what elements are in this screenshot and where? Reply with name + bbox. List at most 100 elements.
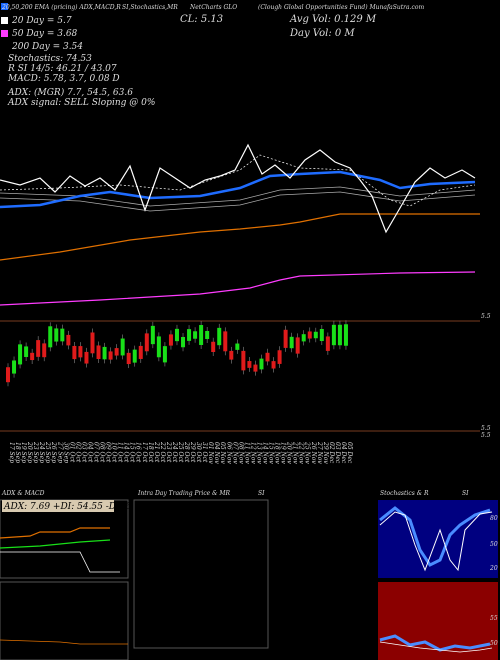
date-label: 01 Oct <box>68 442 75 463</box>
adx-values: ADX: 7.69 +DI: 54.55 -DI: 63.64 <box>3 502 151 512</box>
stoch-level: 80 <box>490 515 498 522</box>
indicator: R SI 14/5: 46.21 / 43.07 <box>7 64 117 74</box>
date-label: 04 Dec <box>340 442 347 464</box>
date-label: 19 Nov <box>280 442 287 464</box>
candle <box>144 333 149 352</box>
stoch-line <box>0 154 476 207</box>
legend-swatch <box>1 3 8 10</box>
legend-20: 20 Day = 5.7 <box>11 16 72 26</box>
candle <box>24 346 29 357</box>
date-label: 26 Sep <box>50 441 57 463</box>
candle <box>72 345 77 360</box>
candle <box>301 334 306 342</box>
ema-magenta <box>0 271 476 306</box>
indicator: ADX: (MGR) 7.7, 54.5, 63.6 <box>7 87 133 98</box>
candle <box>217 327 222 346</box>
panel <box>0 499 129 579</box>
date-label: 14 Nov <box>261 442 268 464</box>
date-label: 27 Sep <box>56 441 63 463</box>
date-label: 10 Oct <box>111 442 118 463</box>
candle <box>126 352 131 365</box>
date-label: 30 Sep <box>62 442 69 463</box>
date-label: 29 Nov <box>322 441 329 464</box>
candle <box>108 351 113 360</box>
candle <box>156 336 161 358</box>
date-label: 07 Nov <box>231 442 238 464</box>
candle <box>96 345 101 359</box>
date-label: 18 Sep <box>14 442 21 463</box>
candle <box>42 343 47 358</box>
candle <box>132 349 137 363</box>
candle <box>223 331 228 352</box>
panel <box>133 499 269 649</box>
adx-line <box>0 527 110 539</box>
date-label: 23 Sep <box>32 441 39 463</box>
stoch-k <box>379 511 493 572</box>
title-mid: SI,Stochastics,MR <box>122 4 178 11</box>
date-label: 21 Nov <box>292 441 299 464</box>
candle <box>271 361 276 369</box>
rsi-level: 50 <box>490 640 498 647</box>
candle <box>259 358 264 370</box>
candle <box>211 341 216 353</box>
candle <box>6 367 10 383</box>
candle <box>343 324 348 346</box>
macd-signal <box>0 639 128 645</box>
candle <box>102 346 107 360</box>
candle <box>265 352 270 362</box>
indicator: ADX signal: SELL Sloping @ 0% <box>7 98 155 108</box>
candle <box>66 334 71 346</box>
date-label: 24 Oct <box>171 441 178 463</box>
title-left: 20,50,200 EMA (pricing) ADX,MACD,R <box>1 4 121 11</box>
mr-line <box>379 641 493 653</box>
candle <box>331 324 336 346</box>
date-label: 25 Oct <box>177 441 184 463</box>
date-label: 08 Oct <box>99 442 106 463</box>
panel-title: SI <box>462 490 469 497</box>
date-label: 17 Oct <box>141 442 148 463</box>
date-label: 20 Sep <box>26 441 33 463</box>
panel <box>0 581 129 660</box>
candle <box>337 324 342 346</box>
date-label: 03 Oct <box>80 442 87 463</box>
candle <box>114 348 119 356</box>
date-label: 06 Nov <box>225 442 232 464</box>
date-label: 02 Oct <box>74 442 81 463</box>
ema-200 <box>0 213 480 261</box>
rsi-line <box>379 634 491 652</box>
panel-title: SI <box>258 490 265 497</box>
date-label: 11 Oct <box>117 442 124 463</box>
stoch-level: 20 <box>489 565 498 572</box>
date-label: 03 Dec <box>334 442 341 464</box>
date-label: 21 Oct <box>153 441 160 463</box>
candle <box>199 325 204 345</box>
date-label: 02 Dec <box>328 442 335 464</box>
rsi-level: 55 <box>490 615 498 622</box>
di-line <box>0 539 111 549</box>
candle <box>307 331 312 339</box>
date-label: 08 Nov <box>237 442 244 464</box>
date-label: 15 Oct <box>129 442 136 463</box>
candle <box>241 350 246 371</box>
date-label: 09 Oct <box>105 442 112 463</box>
candle <box>36 340 41 357</box>
candle <box>84 351 89 364</box>
title-right: (Clough Global Opportunities Fund) Munaf… <box>258 4 424 11</box>
date-label: 25 Sep <box>44 441 51 463</box>
date-label: 22 Oct <box>159 441 166 463</box>
candle <box>150 325 155 345</box>
date-label: 24 Sep <box>38 441 45 463</box>
candle <box>319 328 324 342</box>
candle <box>229 350 234 360</box>
candle <box>168 334 173 346</box>
price-line <box>0 143 476 234</box>
stoch-panel <box>378 500 498 578</box>
date-label: 04 Oct <box>86 442 93 463</box>
band <box>0 191 476 212</box>
candle <box>277 350 282 364</box>
candle <box>78 346 83 358</box>
legend-50: 50 Day = 3.68 <box>12 29 78 39</box>
date-label: 11 Nov <box>243 442 250 464</box>
axis-label: 5.5 <box>481 425 491 432</box>
